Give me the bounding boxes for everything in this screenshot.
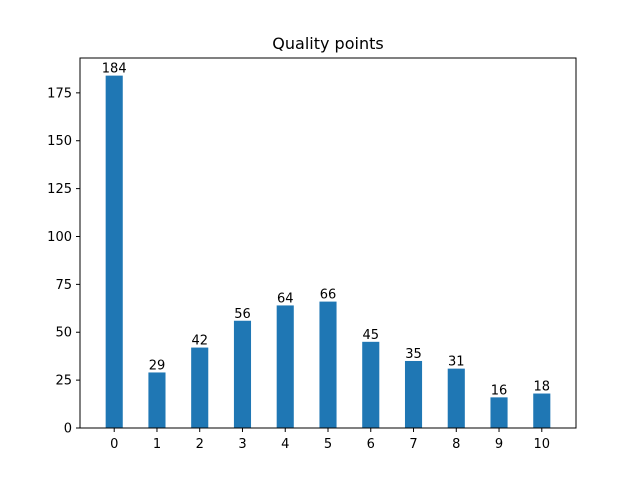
x-tick-label: 7 (409, 437, 417, 452)
x-tick-label: 4 (281, 437, 289, 452)
y-tick-label: 100 (47, 230, 72, 245)
bars-group: 184 29 42 56 64 66 45 35 31 16 18 (102, 62, 551, 429)
data-label-1: 29 (149, 358, 166, 373)
x-tick-label: 5 (324, 437, 332, 452)
y-tick-label: 75 (55, 278, 72, 293)
x-tick-label: 1 (153, 437, 161, 452)
bar-4 (276, 305, 294, 428)
x-axis: 0 1 2 3 4 5 6 7 8 9 10 (110, 428, 550, 452)
bar-2 (191, 347, 209, 428)
data-label-3: 56 (234, 307, 251, 322)
x-tick-label: 3 (238, 437, 246, 452)
bar-10 (533, 393, 551, 428)
y-tick-label: 50 (55, 326, 72, 341)
data-label-10: 18 (534, 380, 551, 395)
bar-6 (362, 341, 380, 428)
bar-0 (105, 75, 123, 429)
y-axis: 0 25 50 75 100 125 150 175 (47, 86, 80, 437)
y-tick-label: 25 (55, 374, 72, 389)
bar-8 (447, 368, 465, 428)
x-tick-label: 0 (110, 437, 118, 452)
data-label-9: 16 (491, 383, 508, 398)
y-tick-label: 150 (47, 134, 72, 149)
chart-title: Quality points (272, 34, 383, 53)
x-tick-label: 10 (534, 437, 551, 452)
bar-5 (319, 301, 337, 428)
bar-3 (233, 320, 252, 428)
data-label-5: 66 (320, 288, 337, 303)
bar-7 (404, 360, 423, 428)
bar-1 (148, 372, 166, 428)
x-tick-label: 6 (367, 437, 375, 452)
plot-frame (79, 57, 577, 429)
y-tick-label: 175 (47, 86, 72, 101)
data-label-7: 35 (405, 347, 422, 362)
data-label-6: 45 (362, 328, 379, 343)
bar-9 (490, 397, 508, 428)
x-tick-label: 8 (452, 437, 460, 452)
data-label-2: 42 (191, 334, 208, 349)
y-tick-label: 0 (64, 422, 72, 437)
data-label-4: 64 (277, 291, 294, 306)
data-label-8: 31 (448, 355, 465, 370)
x-tick-label: 2 (196, 437, 204, 452)
data-label-0: 184 (102, 62, 127, 77)
y-tick-label: 125 (47, 182, 72, 197)
x-tick-label: 9 (495, 437, 503, 452)
